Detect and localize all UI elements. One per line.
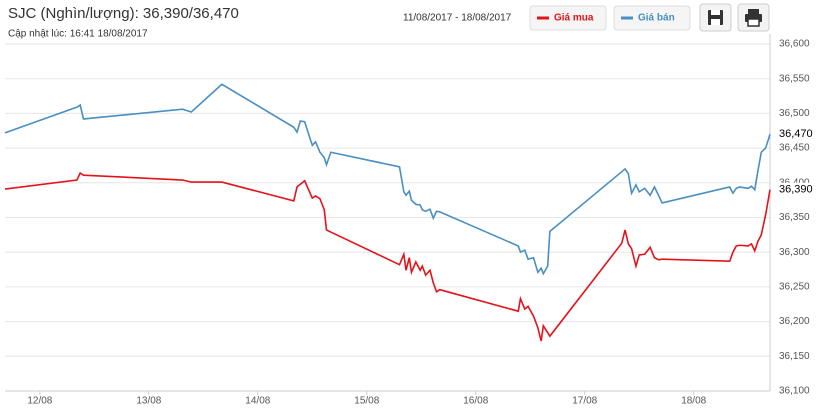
print-button[interactable]	[737, 3, 770, 32]
x-tick-label: 16/08	[463, 396, 488, 407]
chart-title: SJC (Nghìn/lượng): 36,390/36,470	[8, 5, 239, 22]
date-range: 11/08/2017 - 18/08/2017	[403, 13, 512, 24]
y-tick-label: 36,250	[779, 282, 810, 293]
y-tick-label: 36,150	[779, 351, 810, 362]
series-line	[4, 83, 771, 276]
x-tick-label: 15/08	[354, 396, 379, 407]
chart-subtitle: Cập nhật lúc: 16:41 18/08/2017	[8, 29, 148, 40]
y-tick-label: 36,100	[779, 386, 810, 397]
legend-button	[529, 5, 607, 31]
last-value-bg	[777, 127, 819, 142]
last-value-label: 36,390	[779, 184, 813, 196]
series-line	[4, 171, 771, 342]
y-tick-label: 36,550	[779, 73, 810, 84]
x-tick-label: 17/08	[572, 396, 597, 407]
y-tick-label: 36,500	[779, 108, 810, 119]
x-tick-label: 13/08	[136, 396, 161, 407]
y-tick-label: 36,200	[779, 316, 810, 327]
last-value-bg	[777, 182, 819, 197]
x-tick-label: 14/08	[245, 396, 270, 407]
legend-label: Giá mua	[554, 13, 594, 24]
y-tick-label: 36,350	[779, 212, 810, 223]
y-tick-label: 36,600	[779, 39, 810, 50]
x-tick-label: 18/08	[681, 396, 706, 407]
legend-item[interactable]: Giá bán	[613, 5, 691, 31]
last-value-label: 36,470	[779, 128, 813, 140]
legend-button	[613, 5, 691, 31]
y-tick-label: 36,450	[779, 143, 810, 154]
legend-item[interactable]: Giá mua	[529, 5, 607, 31]
legend-label: Giá bán	[638, 13, 675, 24]
x-tick-label: 12/08	[27, 396, 52, 407]
y-tick-label: 36,300	[779, 247, 810, 258]
save-button[interactable]	[699, 3, 732, 32]
